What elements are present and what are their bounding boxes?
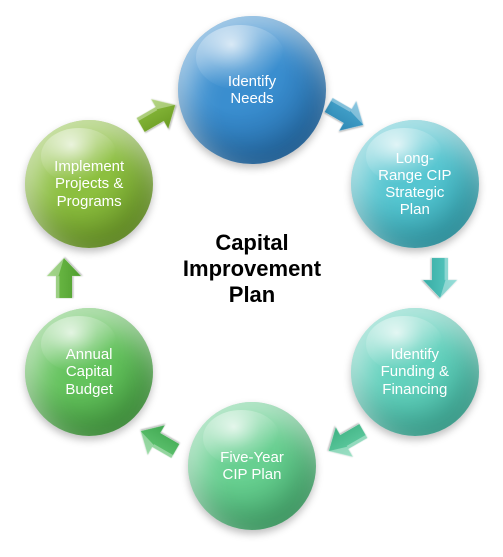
diagram-title: Capital Improvement Plan xyxy=(152,230,352,308)
cycle-node-label: Long- Range CIP Strategic Plan xyxy=(370,150,459,219)
cycle-node-label: Annual Capital Budget xyxy=(57,346,121,398)
cycle-node-label: Identify Funding & Financing xyxy=(373,346,457,398)
cycle-node-implement: Implement Projects & Programs xyxy=(25,120,153,248)
cycle-node-label: Implement Projects & Programs xyxy=(46,158,132,210)
cycle-arrow xyxy=(417,255,463,301)
cycle-node-budget: Annual Capital Budget xyxy=(25,308,153,436)
cycle-node-label: Identify Needs xyxy=(220,73,284,108)
cycle-node-fiveyear: Five-Year CIP Plan xyxy=(188,402,316,530)
cycle-node-needs: Identify Needs xyxy=(178,16,326,164)
cycle-node-funding: Identify Funding & Financing xyxy=(351,308,479,436)
cycle-arrow xyxy=(315,409,378,472)
cycle-arrow xyxy=(41,255,87,301)
cycle-node-strategic: Long- Range CIP Strategic Plan xyxy=(351,120,479,248)
cycle-node-label: Five-Year CIP Plan xyxy=(212,449,292,484)
cycle-diagram: Capital Improvement Plan xyxy=(0,0,503,557)
cycle-arrow xyxy=(127,409,190,472)
